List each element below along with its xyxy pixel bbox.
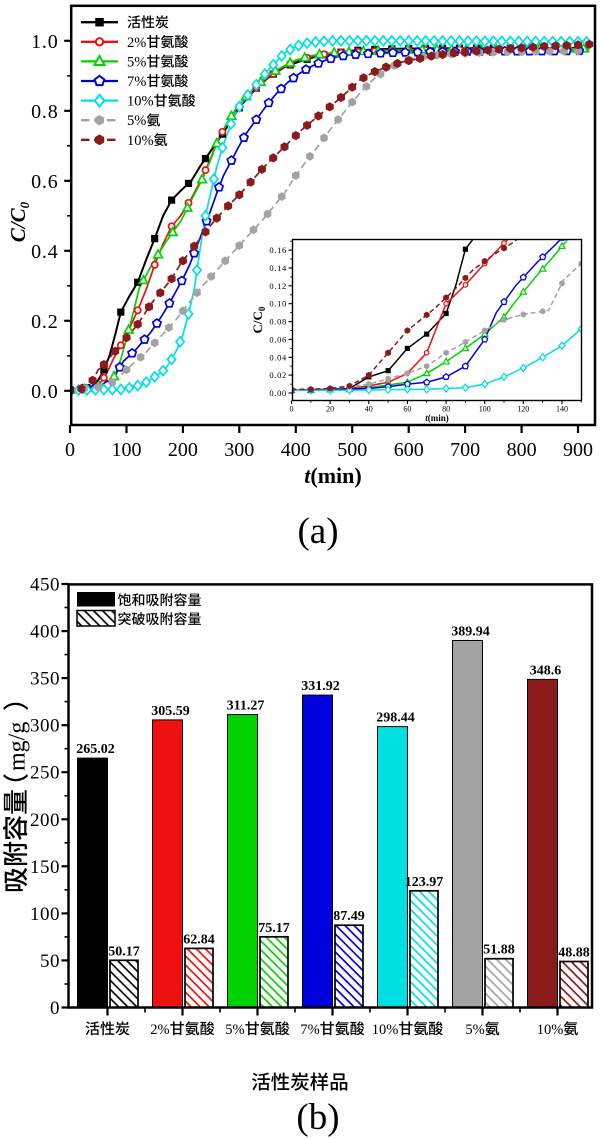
svg-text:0.04: 0.04 xyxy=(269,352,287,362)
svg-text:0.02: 0.02 xyxy=(269,370,287,380)
svg-text:10%: 10% xyxy=(127,94,154,110)
svg-text:C/C0: C/C0 xyxy=(250,306,267,333)
svg-text:389.94: 389.94 xyxy=(451,625,490,640)
svg-text:331.92: 331.92 xyxy=(301,679,340,694)
svg-text:250: 250 xyxy=(30,763,60,784)
svg-text:7%: 7% xyxy=(300,1022,319,1038)
svg-text:t(min): t(min) xyxy=(304,463,361,488)
svg-text:0: 0 xyxy=(65,439,75,461)
svg-text:348.6: 348.6 xyxy=(530,663,562,678)
svg-text:350: 350 xyxy=(30,669,60,690)
svg-text:10%: 10% xyxy=(537,1022,564,1038)
svg-text:5%: 5% xyxy=(127,113,146,129)
svg-text:300: 300 xyxy=(224,439,254,461)
svg-text:1.0: 1.0 xyxy=(31,31,58,53)
svg-text:0.6: 0.6 xyxy=(31,171,58,193)
svg-text:800: 800 xyxy=(507,439,537,461)
svg-text:300: 300 xyxy=(30,716,60,737)
svg-text:0.14: 0.14 xyxy=(269,263,287,273)
svg-text:0.4: 0.4 xyxy=(31,241,58,263)
svg-text:t(min): t(min) xyxy=(425,413,449,423)
svg-text:500: 500 xyxy=(337,439,367,461)
svg-text:10%: 10% xyxy=(372,1022,399,1038)
svg-text:87.49: 87.49 xyxy=(333,909,365,924)
svg-text:0: 0 xyxy=(50,998,60,1019)
svg-text:0.8: 0.8 xyxy=(31,101,58,123)
svg-text:2%: 2% xyxy=(127,35,146,51)
svg-text:0: 0 xyxy=(290,405,294,414)
svg-text:5%: 5% xyxy=(465,1022,484,1038)
svg-text:0.2: 0.2 xyxy=(31,311,58,333)
svg-text:0.08: 0.08 xyxy=(269,317,287,327)
svg-text:305.59: 305.59 xyxy=(151,704,190,719)
svg-text:0.10: 0.10 xyxy=(269,299,287,309)
svg-text:100: 100 xyxy=(30,904,60,925)
svg-text:400: 400 xyxy=(30,622,60,643)
svg-text:51.88: 51.88 xyxy=(483,943,515,958)
svg-text:5%: 5% xyxy=(225,1022,244,1038)
svg-text:600: 600 xyxy=(394,439,424,461)
svg-text:2%: 2% xyxy=(150,1022,169,1038)
svg-text:0.06: 0.06 xyxy=(269,334,287,344)
svg-text:200: 200 xyxy=(168,439,198,461)
svg-text:7%: 7% xyxy=(127,74,146,90)
svg-text:50.17: 50.17 xyxy=(108,944,140,959)
svg-text:0.00: 0.00 xyxy=(269,388,287,398)
svg-text:5%: 5% xyxy=(127,54,146,70)
svg-text:80: 80 xyxy=(442,405,450,414)
svg-text:62.84: 62.84 xyxy=(183,932,215,947)
svg-text:900: 900 xyxy=(563,439,593,461)
svg-text:120: 120 xyxy=(517,405,529,414)
svg-text:0.0: 0.0 xyxy=(31,381,58,403)
svg-text:140: 140 xyxy=(556,405,568,414)
svg-text:48.88: 48.88 xyxy=(558,946,590,961)
svg-text:60: 60 xyxy=(403,405,411,414)
svg-text:123.97: 123.97 xyxy=(405,875,444,890)
svg-text:(b): (b) xyxy=(296,1097,339,1138)
svg-text:0.12: 0.12 xyxy=(269,281,287,291)
svg-text:75.17: 75.17 xyxy=(258,921,290,936)
svg-text:700: 700 xyxy=(450,439,480,461)
svg-text:50: 50 xyxy=(40,951,60,972)
svg-text:265.02: 265.02 xyxy=(76,742,115,757)
svg-text:(a): (a) xyxy=(297,511,338,552)
svg-text:200: 200 xyxy=(30,810,60,831)
svg-text:40: 40 xyxy=(365,405,373,414)
svg-text:100: 100 xyxy=(479,405,491,414)
svg-text:311.27: 311.27 xyxy=(227,699,265,714)
svg-text:298.44: 298.44 xyxy=(376,711,415,726)
svg-text:0.16: 0.16 xyxy=(269,245,287,255)
svg-text:400: 400 xyxy=(281,439,311,461)
svg-text:20: 20 xyxy=(326,405,334,414)
svg-text:150: 150 xyxy=(30,857,60,878)
svg-text:10%: 10% xyxy=(127,133,154,149)
svg-text:100: 100 xyxy=(112,439,142,461)
svg-text:mg/g: mg/g xyxy=(5,722,31,771)
svg-text:450: 450 xyxy=(30,575,60,596)
